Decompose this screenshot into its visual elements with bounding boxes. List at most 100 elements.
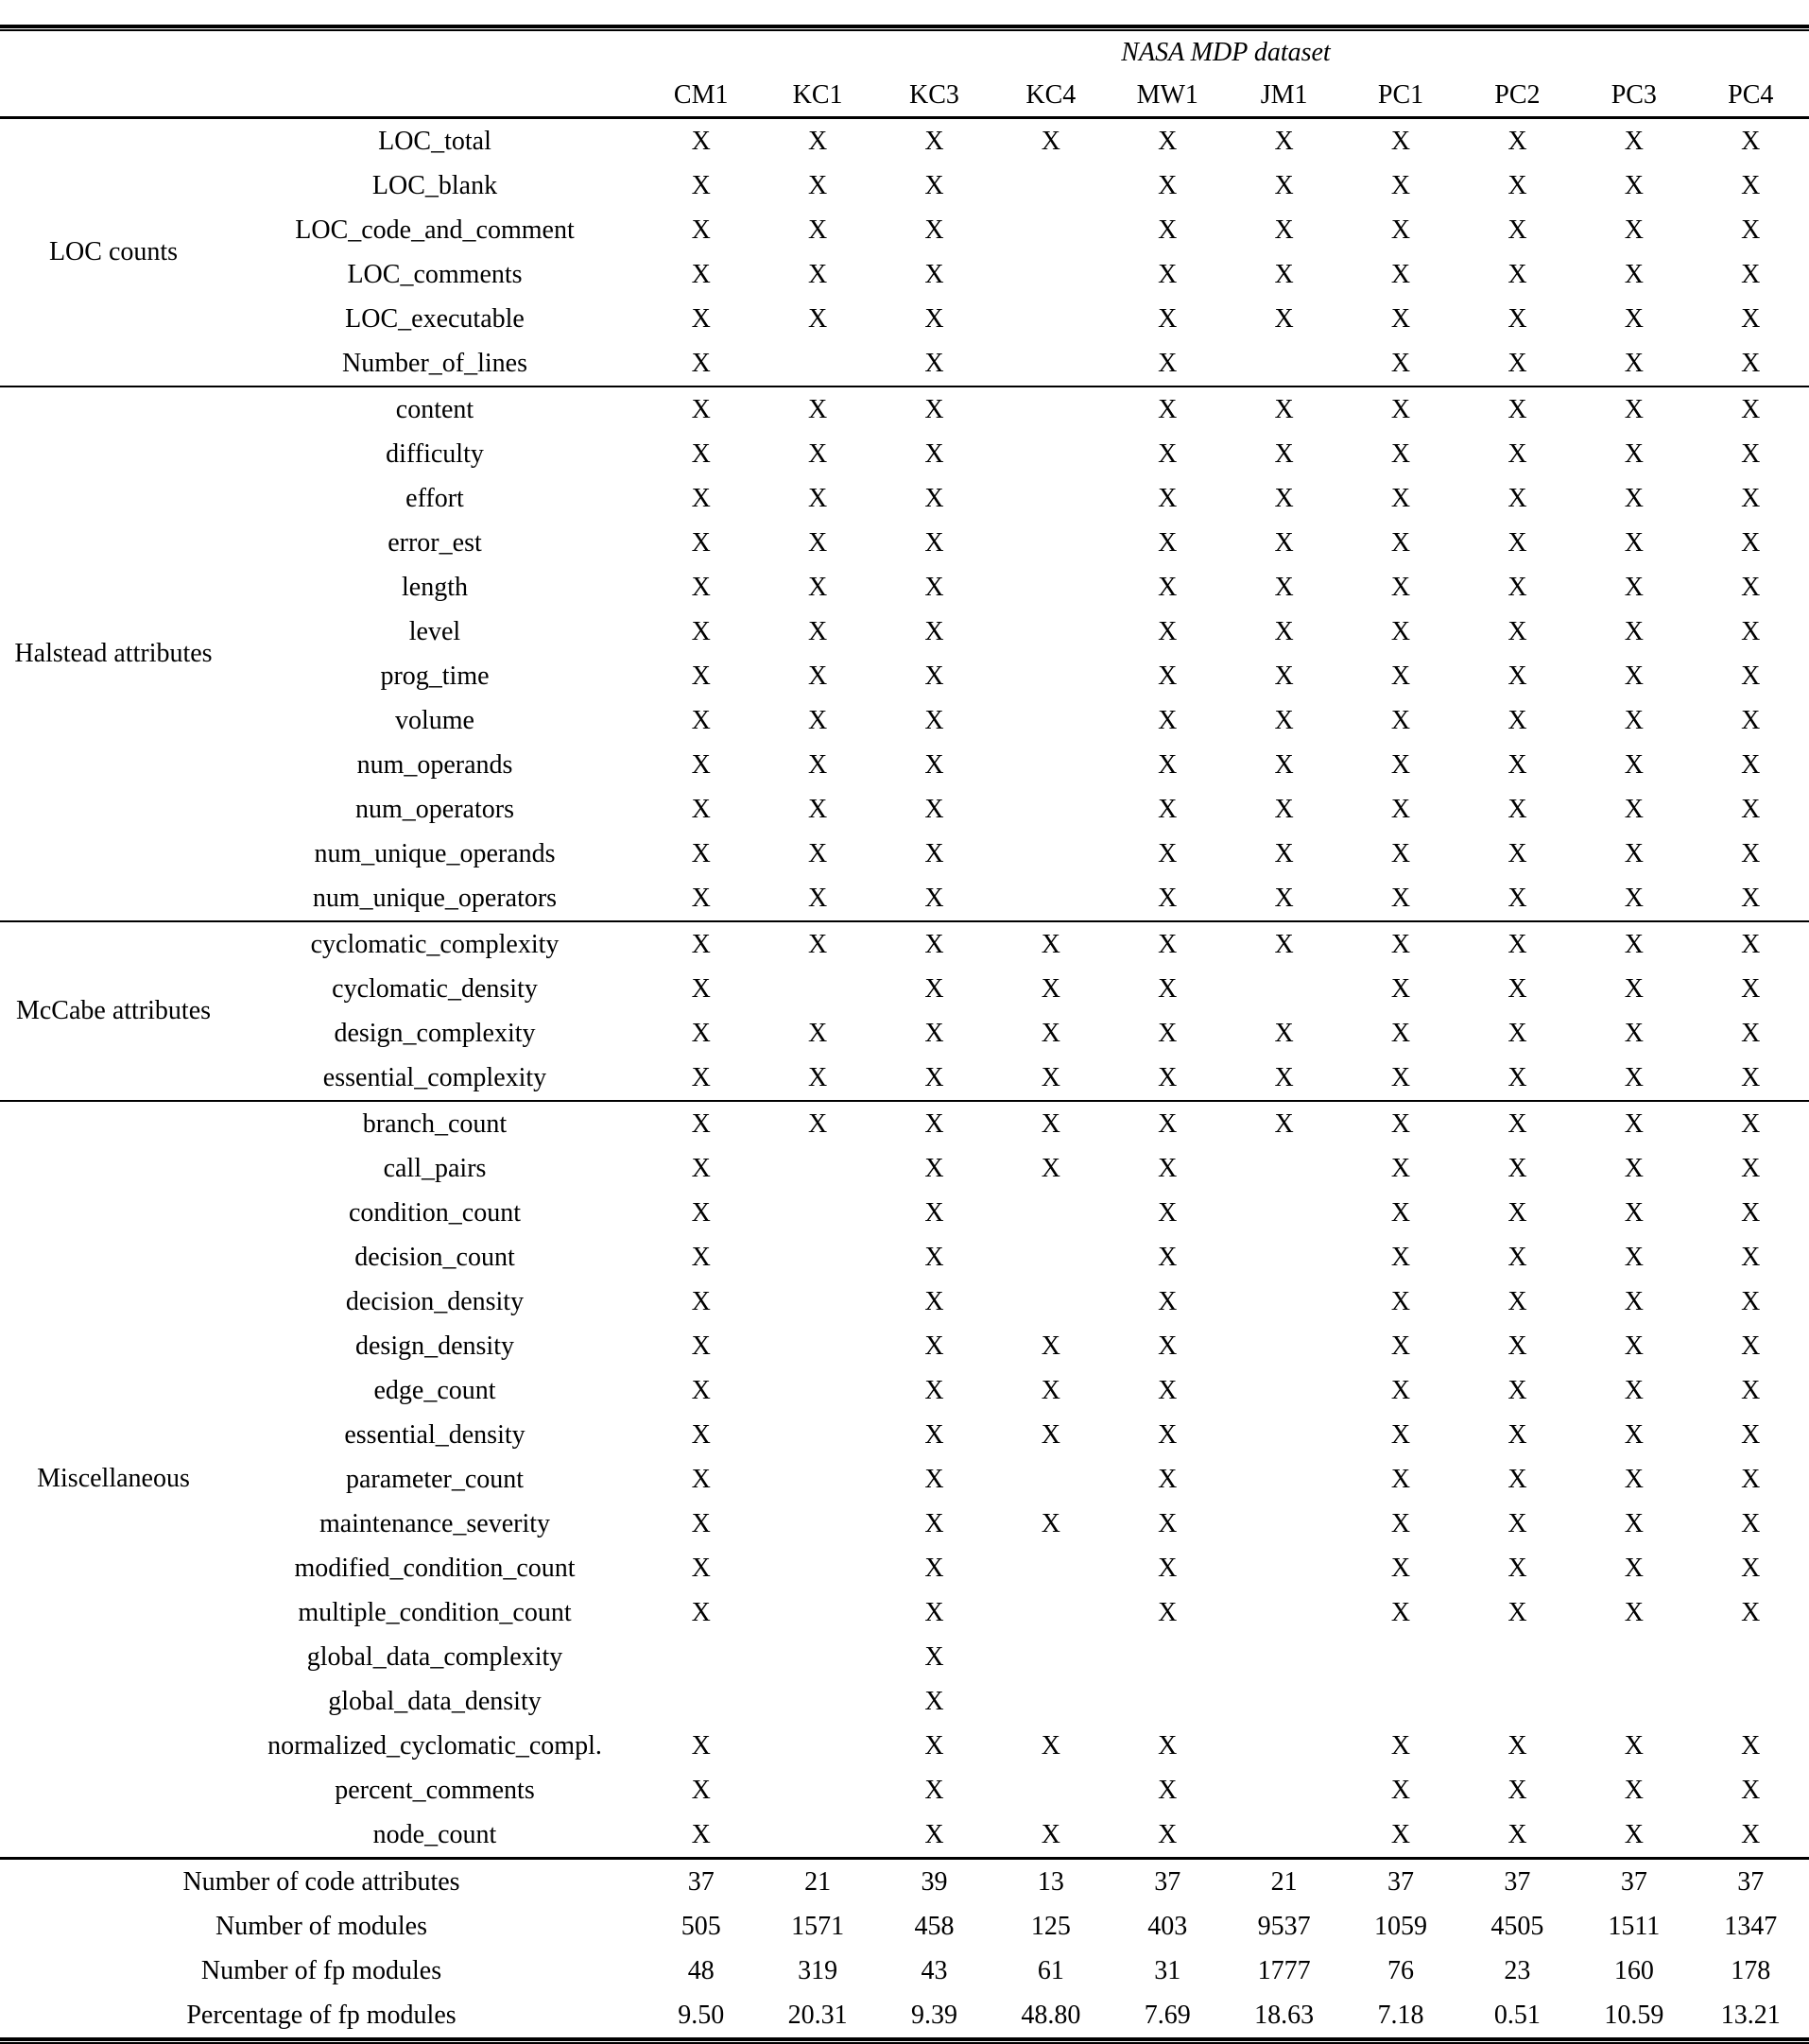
mark-x-cell: X bbox=[691, 973, 711, 1004]
table-row: essential_complexity X X X X X X X X X X bbox=[0, 1056, 1809, 1101]
attribute-label: cyclomatic_complexity bbox=[227, 920, 643, 967]
mark-x-cell: X bbox=[1624, 438, 1644, 469]
mark-x-cell: X bbox=[924, 170, 944, 200]
attribute-label: LOC_executable bbox=[345, 303, 525, 334]
summary-value-cell: 76 bbox=[1387, 1955, 1415, 1985]
summary-value-cell: 21 bbox=[1225, 1857, 1343, 1904]
summary-value-cell: 9.50 bbox=[678, 2000, 725, 2030]
nasa-mdp-attribute-table: NASA MDP dataset CM1 KC1 KC3 KC4 MW1 JM1 PC1 PC… bbox=[0, 31, 1809, 2037]
attribute-label: effort bbox=[405, 483, 464, 513]
mark-x-cell: X bbox=[924, 215, 944, 245]
mark-x-cell: X bbox=[1624, 1775, 1644, 1805]
mark-x-cell: X bbox=[1741, 483, 1761, 513]
attribute-label: length bbox=[402, 572, 468, 602]
mark-x-cell: X bbox=[1741, 616, 1761, 646]
mark-x-cell: X bbox=[1741, 1018, 1761, 1048]
mark-empty-cell bbox=[759, 1590, 875, 1635]
mark-x-cell: X bbox=[1390, 527, 1411, 558]
dataset-column-header-pc4: PC4 bbox=[1692, 74, 1809, 119]
mark-x-cell: X bbox=[807, 616, 828, 646]
table-row: prog_time X X X X X X X X X bbox=[0, 654, 1809, 698]
mark-x-cell: X bbox=[691, 661, 711, 691]
mark-x-cell: X bbox=[1508, 794, 1527, 824]
mark-x-cell: X bbox=[1508, 1464, 1527, 1494]
mark-x-cell: X bbox=[1741, 170, 1761, 200]
table-row: volume X X X X X X X X X bbox=[0, 698, 1809, 743]
summary-value-cell: 178 bbox=[1731, 1955, 1771, 1985]
summary-value-cell: 13.21 bbox=[1720, 2000, 1781, 2030]
mark-x-cell: X bbox=[691, 1464, 711, 1494]
mark-empty-cell bbox=[1226, 1768, 1342, 1812]
summary-value-cell: 13 bbox=[992, 1857, 1110, 1904]
mark-empty-cell bbox=[992, 163, 1109, 208]
mark-x-cell: X bbox=[1274, 616, 1294, 646]
mark-x-cell: X bbox=[1624, 1331, 1644, 1361]
mark-x-cell: X bbox=[924, 259, 944, 289]
mark-x-cell: X bbox=[1390, 1597, 1411, 1627]
mark-x-cell: X bbox=[1274, 838, 1294, 868]
mark-empty-cell bbox=[759, 341, 875, 386]
mark-x-cell: X bbox=[1508, 1197, 1527, 1228]
mark-x-cell: X bbox=[1158, 705, 1178, 735]
table-row: Miscellaneous branch_count X X X X X X X X X X bbox=[0, 1100, 1809, 1859]
mark-x-cell: X bbox=[759, 920, 876, 967]
group-label: McCabe attributes bbox=[0, 920, 227, 1101]
mark-x-cell: X bbox=[643, 920, 760, 967]
mark-x-cell: X bbox=[691, 1419, 711, 1450]
mark-x-cell: X bbox=[643, 1100, 760, 1146]
mark-x-cell: X bbox=[1508, 1375, 1527, 1405]
mark-x-cell: X bbox=[1390, 973, 1411, 1004]
table-row: effort X X X X X X X X X bbox=[0, 476, 1809, 521]
attribute-label: condition_count bbox=[349, 1197, 521, 1228]
mark-x-cell: X bbox=[1158, 1197, 1178, 1228]
mark-empty-cell bbox=[643, 1679, 759, 1724]
mark-empty-cell bbox=[992, 565, 1109, 610]
mark-x-cell: X bbox=[1158, 749, 1178, 780]
mark-empty-cell bbox=[992, 386, 1110, 432]
table-row: length X X X X X X X X X bbox=[0, 565, 1809, 610]
table-row: modified_condition_count X X X X X X X bbox=[0, 1546, 1809, 1590]
mark-x-cell: X bbox=[1390, 259, 1411, 289]
mark-x-cell: X bbox=[875, 386, 993, 432]
mark-empty-cell bbox=[992, 341, 1109, 386]
summary-row: Number of modules 505 1571 458 125 403 9537 105… bbox=[0, 1904, 1809, 1949]
summary-value-cell: 37 bbox=[1109, 1857, 1226, 1904]
mark-empty-cell bbox=[759, 967, 875, 1011]
mark-x-cell: X bbox=[691, 794, 711, 824]
mark-x-cell: X bbox=[1390, 1286, 1411, 1316]
mark-empty-cell bbox=[1576, 1679, 1692, 1724]
mark-x-cell: X bbox=[1508, 1819, 1527, 1849]
mark-x-cell: X bbox=[924, 1508, 944, 1538]
mark-empty-cell bbox=[992, 1546, 1109, 1590]
mark-x-cell: X bbox=[1624, 1375, 1644, 1405]
mark-x-cell: X bbox=[1508, 126, 1527, 156]
mark-x-cell: X bbox=[1390, 572, 1411, 602]
mark-x-cell: X bbox=[691, 1331, 711, 1361]
mark-empty-cell bbox=[1459, 1679, 1576, 1724]
mark-x-cell: X bbox=[1741, 1153, 1761, 1183]
mark-empty-cell bbox=[759, 1635, 875, 1679]
mark-empty-cell bbox=[1226, 1590, 1342, 1635]
mark-x-cell: X bbox=[924, 1153, 944, 1183]
mark-x-cell: X bbox=[1390, 1242, 1411, 1272]
mark-x-cell: X bbox=[1741, 1597, 1761, 1627]
attribute-label: LOC_code_and_comment bbox=[295, 215, 575, 245]
mark-x-cell: X bbox=[1158, 883, 1178, 913]
mark-x-cell: X bbox=[807, 794, 828, 824]
attribute-label: LOC_blank bbox=[371, 170, 498, 200]
table-row: global_data_complexity X bbox=[0, 1635, 1809, 1679]
summary-value-cell: 37 bbox=[643, 1857, 760, 1904]
summary-value-cell: 21 bbox=[759, 1857, 876, 1904]
summary-value-cell: 20.31 bbox=[787, 2000, 848, 2030]
attribute-label: edge_count bbox=[373, 1375, 496, 1405]
mark-x-cell: X bbox=[1041, 1375, 1060, 1405]
mark-x-cell: X bbox=[924, 973, 944, 1004]
mark-x-cell: X bbox=[691, 838, 711, 868]
attribute-label: num_operators bbox=[355, 794, 514, 824]
mark-x-cell: X bbox=[1741, 1775, 1761, 1805]
mark-x-cell: X bbox=[924, 438, 944, 469]
mark-x-cell: X bbox=[1576, 920, 1693, 967]
mark-x-cell: X bbox=[691, 170, 711, 200]
attribute-label: error_est bbox=[388, 527, 482, 558]
mark-x-cell: X bbox=[1508, 838, 1527, 868]
